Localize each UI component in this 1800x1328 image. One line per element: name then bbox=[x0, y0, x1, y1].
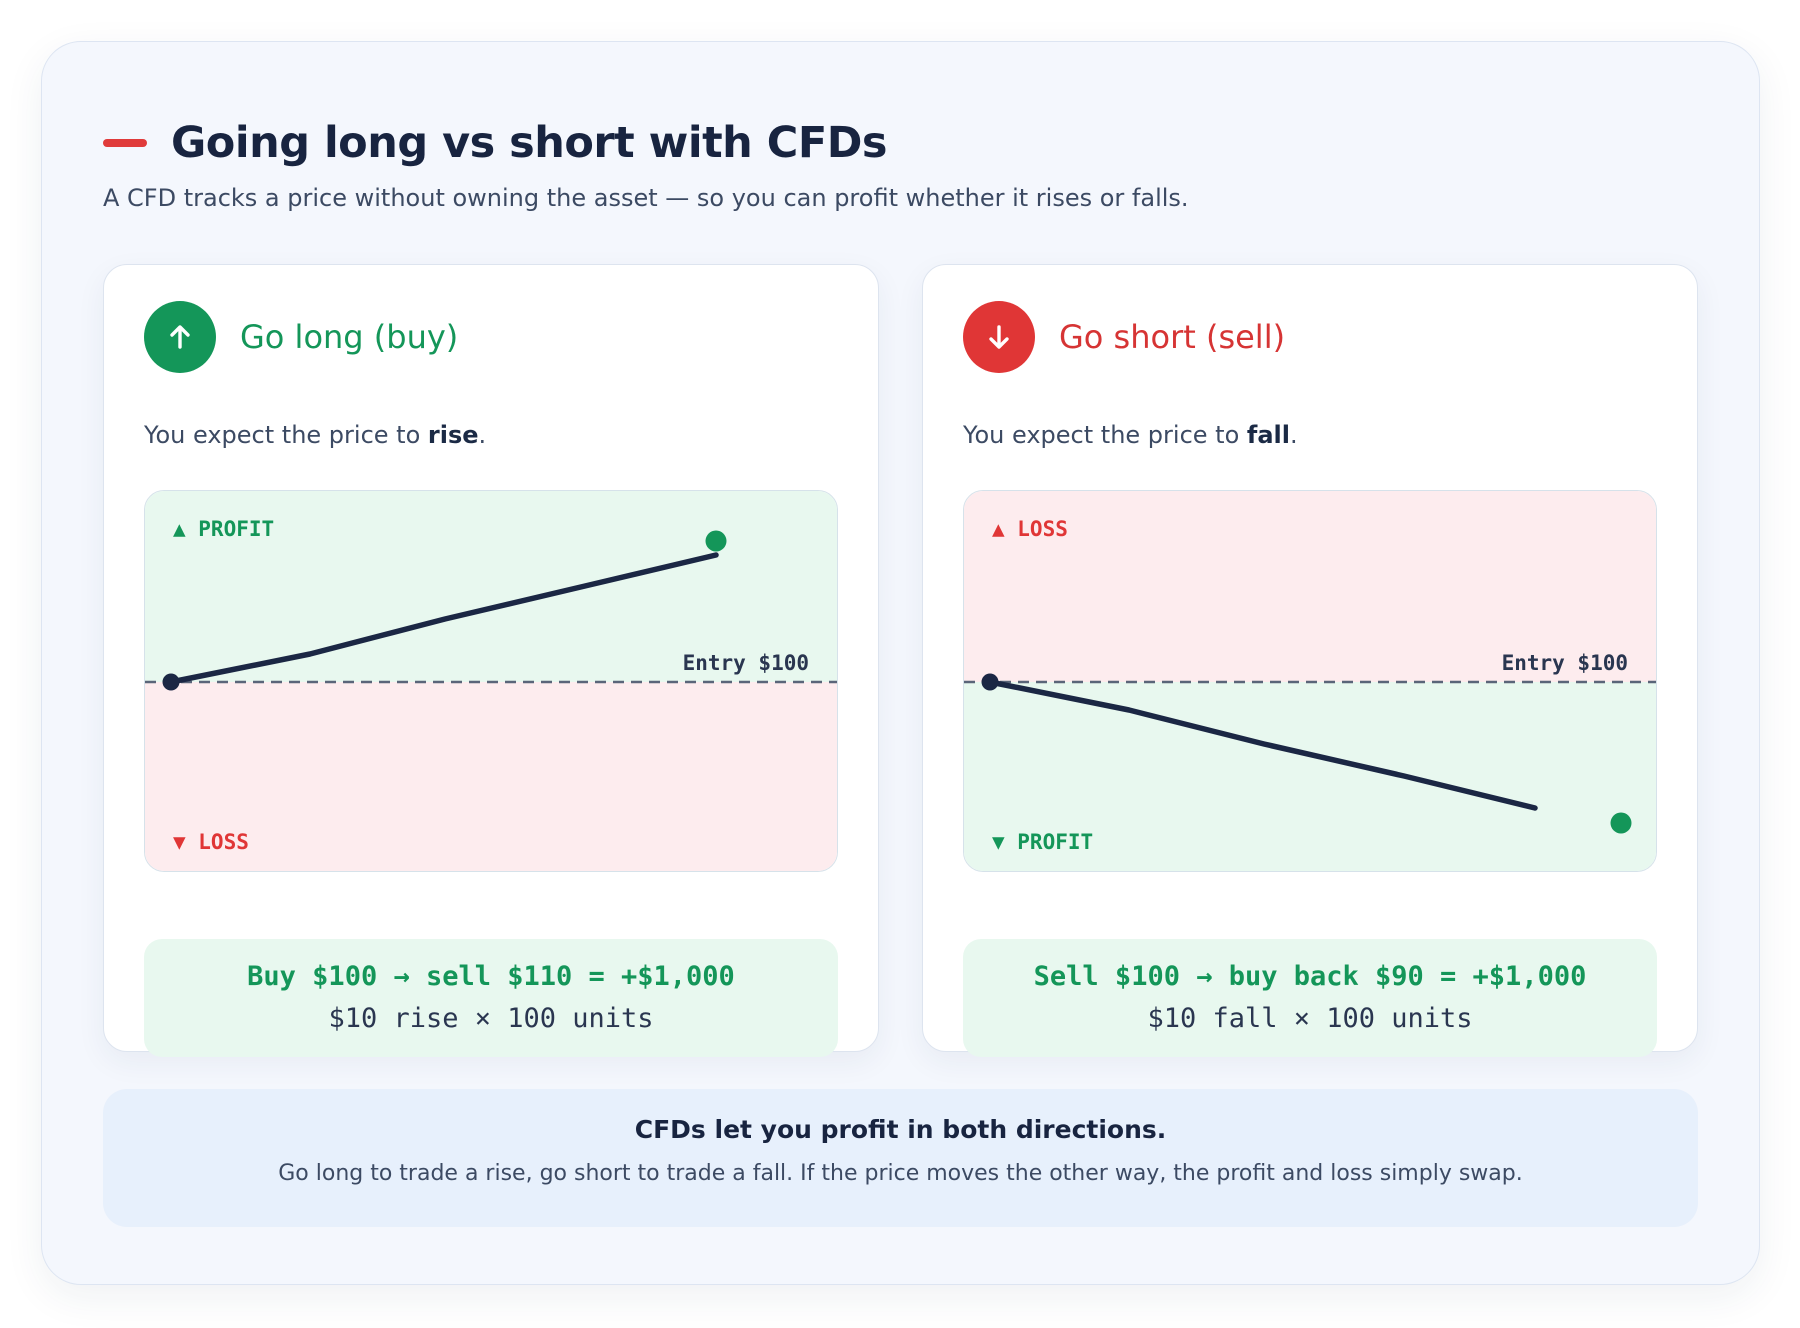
short-card: Go short (sell) You expect the price to … bbox=[922, 264, 1698, 1057]
page-subtitle: A CFD tracks a price without owning the … bbox=[103, 184, 1189, 212]
short-card-description: You expect the price to fall. bbox=[963, 421, 1298, 449]
long-top-zone-label: ▲ PROFIT bbox=[173, 517, 275, 541]
short-card-title: Go short (sell) bbox=[1059, 318, 1286, 356]
profit-zone bbox=[145, 491, 837, 682]
entry-point bbox=[981, 673, 999, 691]
short-calculation-box: Sell $100 → buy back $90 = +$1,000 $10 f… bbox=[963, 939, 1657, 1057]
title-row: Going long vs short with CFDs bbox=[103, 103, 887, 183]
summary-box: CFDs let you profit in both directions. … bbox=[103, 1089, 1698, 1227]
long-calculation-detail: $10 rise × 100 units bbox=[328, 1003, 654, 1034]
short-bottom-zone-label: ▼ PROFIT bbox=[992, 830, 1094, 854]
short-calculation-detail: $10 fall × 100 units bbox=[1147, 1003, 1473, 1034]
long-entry-label: Entry $100 bbox=[682, 651, 809, 675]
diagram-frame: Going long vs short with CFDs A CFD trac… bbox=[41, 41, 1760, 1285]
entry-point bbox=[162, 673, 180, 691]
page-title: Going long vs short with CFDs bbox=[171, 118, 887, 168]
price-line bbox=[168, 552, 719, 685]
exit-point bbox=[705, 530, 727, 552]
short-card-header: Go short (sell) bbox=[963, 301, 1285, 373]
title-accent-bar bbox=[103, 139, 147, 147]
long-calculation: Buy $100 → sell $110 = +$1,000 bbox=[247, 961, 735, 992]
arrow-up-icon bbox=[144, 301, 216, 373]
short-calculation: Sell $100 → buy back $90 = +$1,000 bbox=[1033, 961, 1587, 992]
summary-text: Go long to trade a rise, go short to tra… bbox=[278, 1161, 1523, 1186]
loss-zone bbox=[145, 682, 837, 871]
arrow-down-icon bbox=[963, 301, 1035, 373]
long-calculation-box: Buy $100 → sell $110 = +$1,000 $10 rise … bbox=[144, 939, 838, 1057]
exit-point bbox=[1610, 812, 1632, 834]
short-top-zone-label: ▲ LOSS bbox=[992, 517, 1068, 541]
long-card: Go long (buy) You expect the price to ri… bbox=[103, 264, 879, 1057]
long-bottom-zone-label: ▼ LOSS bbox=[173, 830, 249, 854]
price-line bbox=[987, 679, 1538, 811]
short-entry-label: Entry $100 bbox=[1501, 651, 1628, 675]
summary-title: CFDs let you profit in both directions. bbox=[634, 1115, 1167, 1144]
long-card-header: Go long (buy) bbox=[144, 301, 458, 373]
long-price-chart: ▲ PROFIT ▼ LOSS Entry $100 bbox=[144, 490, 838, 872]
long-card-title: Go long (buy) bbox=[240, 318, 459, 356]
profit-zone bbox=[964, 682, 1656, 871]
long-card-description: You expect the price to rise. bbox=[144, 421, 487, 449]
loss-zone bbox=[964, 491, 1656, 682]
short-price-chart: ▲ LOSS ▼ PROFIT Entry $100 bbox=[963, 490, 1657, 872]
